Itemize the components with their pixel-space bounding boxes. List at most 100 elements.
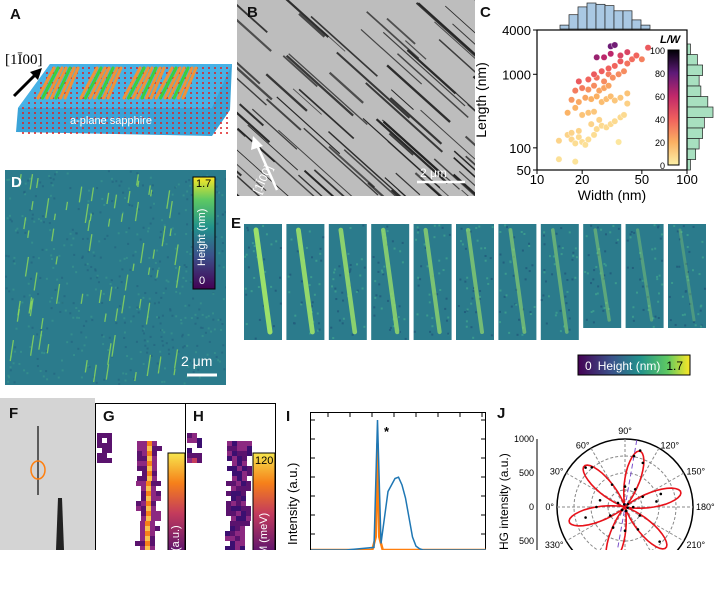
noise [605,301,608,304]
atom [124,87,126,89]
noise [505,294,508,297]
noise [171,314,174,317]
atom [112,122,114,124]
x-tick-label: 10 [530,172,544,187]
noise [103,237,106,240]
nanowire [298,174,323,196]
atom [178,127,180,129]
noise [632,306,635,309]
noise [586,272,589,275]
pixel [156,516,161,521]
noise [349,263,352,266]
noise [146,351,149,354]
atom [178,102,180,104]
noise [163,380,166,383]
nanowire [84,203,89,224]
atom [76,122,78,124]
pixel [141,501,146,506]
r-tick-label: 500 [519,468,534,478]
noise [221,194,224,197]
panel-label-f: F [9,405,19,422]
noise [688,250,691,253]
noise [130,357,133,360]
noise [175,266,178,269]
nanowire-lines [237,0,475,196]
noise [36,357,39,360]
pixel [155,526,160,531]
noise [39,181,42,184]
noise [146,340,149,343]
nanowire [454,91,475,111]
noise [127,242,130,245]
noise [109,282,112,285]
intensity-colorbar-label: Intensity (a.u.) [170,525,182,595]
noise [272,325,275,328]
scatter-point [600,53,608,61]
nanowire [237,18,272,52]
colorbar-lw [667,49,680,166]
noise [604,264,607,267]
noise [604,233,607,236]
noise [590,224,593,227]
noise [499,230,502,233]
noise [543,271,546,274]
noise [585,235,588,238]
nanowire [265,98,302,131]
noise [110,177,113,180]
noise [509,261,512,264]
atom [160,82,162,84]
pixel [97,443,102,448]
noise [142,296,145,299]
pixel [192,433,197,438]
pixel [225,536,230,541]
noise [574,276,577,279]
noise [165,342,168,345]
atom [76,97,78,99]
scatter-point [571,158,579,166]
noise [216,222,219,225]
noise [190,194,193,197]
noise [41,248,44,251]
noise [129,369,132,372]
noise [699,309,702,312]
nanowire [181,66,198,100]
nanowire [417,2,475,56]
noise [565,302,568,305]
atom [34,92,36,94]
atom [58,117,60,119]
scatter-point [575,127,583,135]
data-point [620,508,624,512]
atom [226,102,228,104]
noise [186,198,189,201]
atom [220,97,222,99]
nanowire [328,131,402,196]
noise [669,319,672,322]
atom [202,97,204,99]
data-point [598,499,602,502]
pixel [247,471,252,476]
noise [599,272,602,275]
noise [331,285,334,288]
noise [50,258,53,261]
noise [73,354,76,357]
atom [172,132,174,134]
noise [184,304,187,307]
noise [75,271,78,274]
noise [172,346,175,349]
noise [123,317,126,320]
noise [102,292,105,295]
pixel [227,446,232,451]
pixel [241,511,246,516]
noise [398,305,401,308]
atom [154,112,156,114]
noise [99,211,102,214]
atom [142,132,144,134]
nanowire [458,170,475,187]
noise [106,234,109,237]
nanowire [148,185,151,195]
pixel [226,501,231,506]
sem-image-f [0,398,95,550]
noise [6,178,9,181]
noise [24,193,27,196]
atom [208,92,210,94]
